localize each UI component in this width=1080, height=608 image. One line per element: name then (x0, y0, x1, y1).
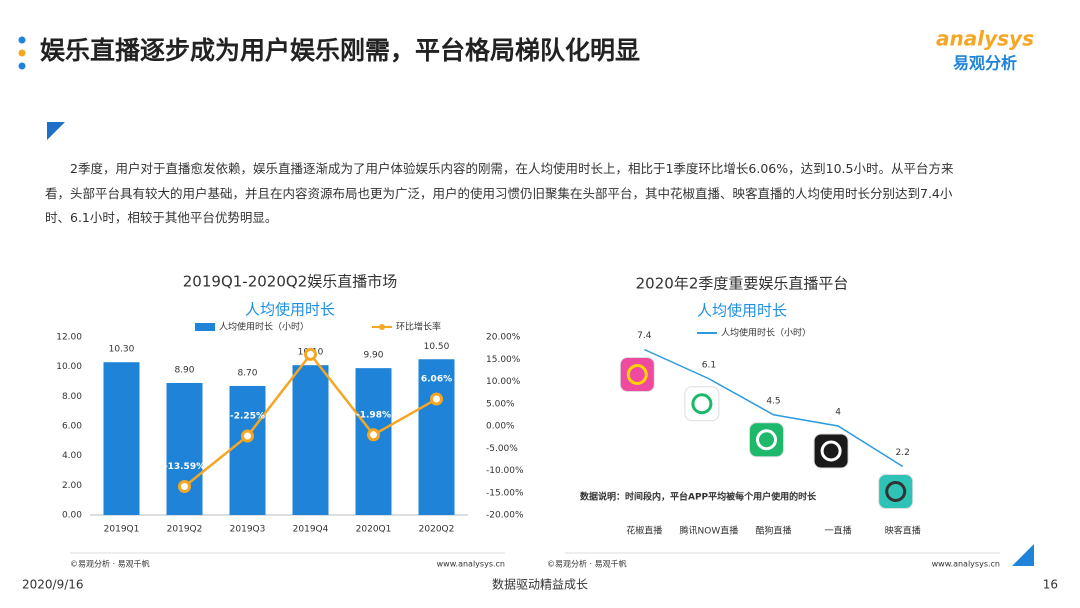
note: 数据说明：时间段内，平台APP平均被每个用户使用的时长 (580, 491, 817, 503)
app-icon (878, 474, 914, 509)
y2-tick-label: -5.00% (486, 444, 518, 454)
duration-line (643, 348, 904, 468)
point-label: 4 (835, 408, 841, 418)
point-label: 6.1 (702, 360, 716, 370)
app-icon-glyph (626, 364, 648, 385)
bar-value-label: 8.70 (237, 368, 257, 378)
dot (18, 49, 26, 57)
x-tick-label: 一直播 (825, 525, 852, 537)
growth-point (367, 428, 380, 442)
corner-mark (1012, 544, 1034, 566)
legend-label: 人均使用时长（小时） (721, 327, 811, 339)
x-tick-label: 酷狗直播 (755, 525, 791, 537)
y-tick-label: 4.00 (62, 451, 82, 461)
app-icon-glyph (885, 481, 907, 502)
bar (292, 365, 329, 515)
app-icon-glyph (756, 429, 777, 451)
x-tick-label: 2020Q1 (356, 525, 392, 535)
x-tick-label: 2019Q2 (167, 525, 203, 535)
point-label: 2.2 (896, 448, 910, 458)
bar (418, 359, 455, 515)
chart-subtitle: 人均使用时长 (697, 302, 787, 320)
footer-date: 2020/9/16 (22, 578, 84, 592)
bar (229, 385, 266, 515)
source-url: www.analysys.cn (932, 560, 1000, 569)
slide-title: 娱乐直播逐步成为用户娱乐刚需，平台格局梯队化明显 (40, 36, 640, 65)
chart-title: 2019Q1-2020Q2娱乐直播市场 (183, 273, 397, 291)
paragraph: 2季度，用户对于直播愈发依赖，娱乐直播逐渐成为了用户体验娱乐内容的刚需，在人均使… (45, 161, 954, 225)
bar-value-label: 9.90 (363, 351, 383, 361)
growth-point (304, 347, 317, 361)
app-icon (813, 433, 849, 469)
app-icon (749, 422, 784, 458)
footer-slogan: 数据驱动精益成长 (492, 577, 588, 592)
logo-cn: 易观分析 (953, 54, 1017, 73)
growth-label: -2.25% (230, 412, 265, 422)
source-url: www.analysys.cn (437, 560, 505, 569)
footer-page: 16 (1043, 578, 1058, 592)
y-tick-label: 0.00 (62, 511, 82, 521)
bar-value-label: 10.30 (109, 345, 135, 355)
x-tick-label: 2019Q4 (293, 525, 329, 535)
app-icon (619, 357, 655, 392)
bar (166, 382, 203, 515)
y2-tick-label: -20.00% (486, 511, 524, 521)
y2-tick-label: 10.00% (486, 377, 521, 387)
growth-point (241, 429, 254, 443)
corner-mark (47, 122, 65, 140)
growth-label: 16.09% (292, 330, 330, 340)
x-tick-label: 花椒直播 (626, 525, 662, 537)
y2-tick-label: 5.00% (486, 399, 515, 409)
point-label: 7.4 (637, 331, 652, 341)
bar-value-label: 10.50 (424, 342, 450, 352)
legend-label: 人均使用时长（小时） (219, 321, 309, 333)
growth-point (430, 392, 443, 406)
growth-point (178, 479, 191, 493)
y-tick-label: 2.00 (62, 481, 82, 491)
legend-label: 环比增长率 (396, 321, 441, 333)
chart-subtitle: 人均使用时长 (245, 301, 335, 319)
legend-swatch (195, 323, 215, 331)
y2-tick-label: -10.00% (486, 466, 524, 476)
y-tick-label: 6.00 (62, 422, 82, 432)
logo: analysys (936, 27, 1034, 51)
x-tick-label: 腾讯NOW直播 (680, 525, 739, 537)
y2-tick-label: 20.00% (486, 333, 521, 343)
app-icon (684, 386, 720, 422)
dot (18, 62, 26, 70)
source: ©易观分析 · 易观千帆 (547, 559, 627, 569)
x-tick-label: 2020Q2 (419, 525, 455, 535)
y2-tick-label: 0.00% (486, 422, 515, 432)
point-label: 4.5 (766, 396, 780, 406)
y-tick-label: 10.00 (56, 362, 82, 372)
x-tick-label: 映客直播 (885, 525, 921, 537)
x-tick-label: 2019Q1 (104, 525, 140, 535)
bar (103, 362, 140, 515)
y2-tick-label: -15.00% (486, 488, 524, 498)
bar-value-label: 8.90 (174, 365, 194, 375)
growth-label: 6.06% (421, 375, 452, 385)
legend-swatch (379, 324, 385, 330)
app-icon-glyph (820, 440, 842, 462)
x-tick-label: 2019Q3 (230, 525, 266, 535)
y-tick-label: 8.00 (62, 392, 82, 402)
source: ©易观分析 · 易观千帆 (70, 559, 150, 569)
growth-label: -13.59% (164, 462, 205, 472)
chart-title: 2020年2季度重要娱乐直播平台 (636, 275, 849, 293)
y-tick-label: 12.00 (56, 333, 82, 343)
y2-tick-label: 15.00% (486, 355, 521, 365)
growth-label: -1.98% (356, 410, 391, 420)
app-icon-glyph (691, 393, 713, 415)
dot (18, 36, 26, 44)
bar (355, 368, 392, 515)
